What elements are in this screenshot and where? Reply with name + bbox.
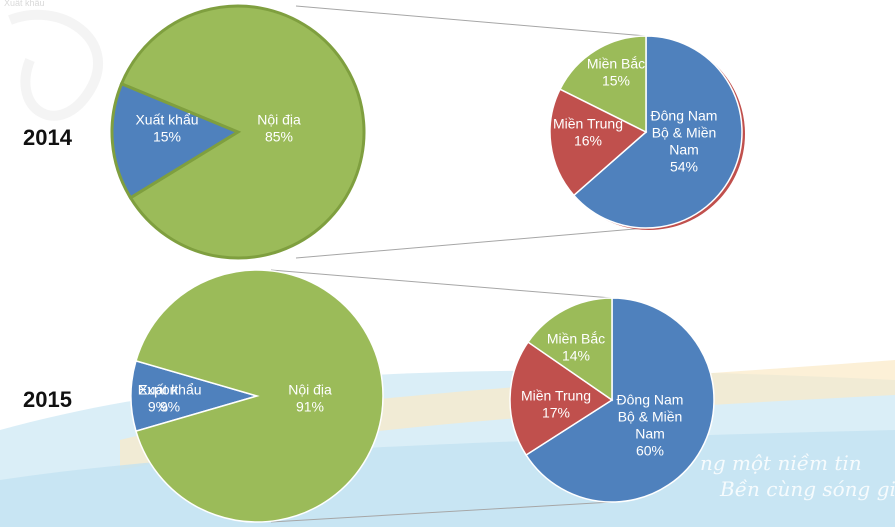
slice-label: Đông Nam Bộ & Miền Nam 54%: [651, 108, 718, 175]
slice-label: Xuất khẩu 9%: [138, 382, 201, 415]
slice-label: Miền Bắc 15%: [587, 56, 645, 89]
watermark-line-2: Bền cùng sóng gió: [719, 477, 895, 501]
slice-label: Miền Trung 17%: [521, 388, 591, 421]
pie-slice: [110, 81, 242, 200]
pie-chart-1: Xuất khẩu 15% Nội địa 85%: [110, 4, 366, 260]
corner-text: Xuất khẩu: [4, 0, 45, 8]
pie-slice: [572, 35, 743, 229]
year-2015-label: 2015: [23, 387, 72, 412]
pie-slice: [549, 88, 648, 197]
slice-label-overlap: Export 9%: [138, 382, 179, 415]
pie-slice: [527, 297, 613, 402]
pie-slice: [135, 269, 384, 523]
year-2014-label: 2014: [23, 125, 73, 150]
pie-chart-2: Đông Nam Bộ & Miền Nam 54% Miền Trung 16% Miền…: [549, 35, 745, 230]
pie-chart-3: Xuất khẩu 9% Nội địa 91% Export 9%: [130, 269, 384, 523]
pie-slice: [559, 35, 647, 134]
pie-chart-4: Đông Nam Bộ & Miền Nam 60% Miền Trung 17% Miền…: [509, 297, 715, 503]
connector-lines: [270, 5, 647, 523]
pie-slice: [525, 297, 715, 503]
slice-label: Miền Trung 16%: [553, 116, 623, 149]
watermark: ng một niềm tin Bền cùng sóng gió: [700, 451, 895, 501]
slice-label: Nội địa 91%: [288, 382, 332, 415]
slice-label: Nội địa 85%: [257, 112, 301, 145]
pie-slice: [119, 4, 366, 260]
slice-label: Miền Bắc 14%: [547, 331, 605, 364]
slice-label: Xuất khẩu 15%: [135, 112, 198, 145]
pies: Xuất khẩu 15% Nội địa 85% Đông Nam Bộ & Miền N…: [110, 4, 745, 523]
slice-label: Đông Nam Bộ & Miền Nam 60%: [617, 392, 684, 459]
pie-slice: [509, 341, 614, 457]
watermark-line-1: ng một niềm tin: [700, 451, 862, 475]
